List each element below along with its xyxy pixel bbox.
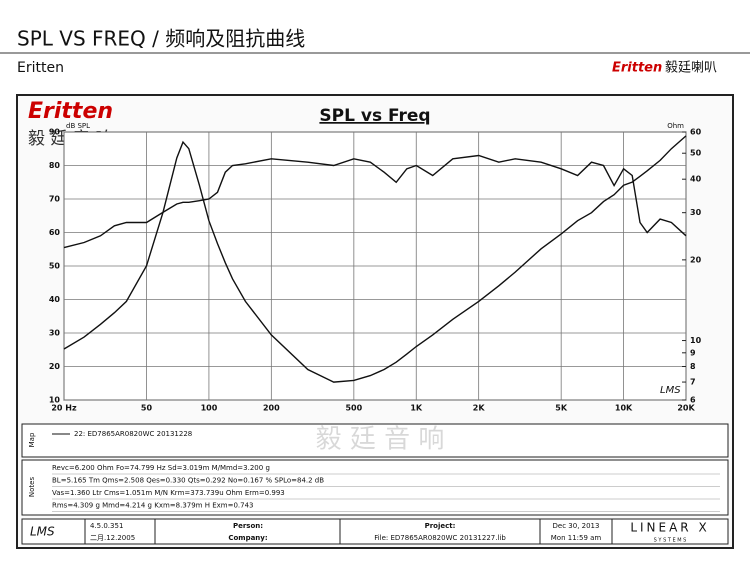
y-tick-label: 10 xyxy=(49,396,61,405)
y-tick-label: 50 xyxy=(49,262,61,271)
y2-tick-label: 30 xyxy=(690,208,702,217)
notes-label: Notes xyxy=(28,477,36,498)
note-line: BL=5.165 Tm Qms=2.508 Qes=0.330 Qts=0.29… xyxy=(52,477,324,485)
y-tick-label: 20 xyxy=(49,362,61,371)
legend-entry: 22: ED7865AR0820WC 20131228 xyxy=(74,430,192,438)
y2-axis-label: Ohm xyxy=(667,122,684,130)
y2-tick-label: 7 xyxy=(690,378,696,387)
y-tick-label: 90 xyxy=(49,128,61,137)
note-line: Revc=6.200 Ohm Fo=74.799 Hz Sd=3.019m M/… xyxy=(52,464,270,472)
y2-tick-label: 9 xyxy=(690,348,696,357)
footer-time: Mon 11:59 am xyxy=(551,534,602,542)
y-tick-label: 40 xyxy=(49,295,61,304)
x-tick-label: 2K xyxy=(473,404,486,413)
footer-date2: Dec 30, 2013 xyxy=(553,522,600,530)
y-tick-label: 60 xyxy=(49,228,61,237)
x-tick-label: 10K xyxy=(615,404,633,413)
footer-panel xyxy=(21,518,729,545)
page-title: SPL VS FREQ / 频响及阻抗曲线 xyxy=(17,27,305,51)
notes-panel xyxy=(21,459,729,516)
y2-tick-label: 20 xyxy=(690,255,702,264)
footer-project: Project: xyxy=(425,522,456,530)
y-axis-label: dB SPL xyxy=(66,122,90,130)
footer-date: 二月.12.2005 xyxy=(90,534,135,542)
footer-person: Person: xyxy=(233,522,263,530)
y2-tick-label: 6 xyxy=(690,396,696,405)
y2-tick-label: 8 xyxy=(690,362,696,371)
chart-title: SPL vs Freq xyxy=(319,106,430,126)
x-tick-label: 200 xyxy=(263,404,280,413)
note-line: Rms=4.309 g Mmd=4.214 g Kxm=8.379m H Exm… xyxy=(52,502,254,510)
brand: Eritten xyxy=(17,60,64,76)
logo-text: Eritten xyxy=(612,61,662,76)
x-tick-label: 20 Hz xyxy=(51,404,77,413)
logo-cn: 毅廷喇叭 xyxy=(665,60,717,76)
x-tick-label: 100 xyxy=(201,404,218,413)
chart-logo: Eritten xyxy=(28,99,113,124)
series-line xyxy=(63,154,687,249)
x-tick-label: 50 xyxy=(141,404,153,413)
notes: Revc=6.200 Ohm Fo=74.799 Hz Sd=3.019m M/… xyxy=(52,464,720,512)
plot-stamp: LMS xyxy=(660,385,681,396)
footer-vendor: LINEAR X xyxy=(630,521,709,535)
y-tick-label: 30 xyxy=(49,329,61,338)
footer-version: 4.5.0.351 xyxy=(90,522,123,530)
plot xyxy=(63,131,687,401)
footer-file: File: ED7865AR0820WC 20131227.lib xyxy=(374,534,506,542)
y2-tick-label: 50 xyxy=(690,149,702,158)
y2-tick-label: 40 xyxy=(690,175,702,184)
footer-software: LMS xyxy=(30,525,55,539)
map-panel xyxy=(21,423,729,458)
y-tick-label: 70 xyxy=(49,195,61,204)
note-line: Vas=1.360 Ltr Cms=1.051m M/N Krm=373.739… xyxy=(52,489,285,497)
y2-tick-label: 60 xyxy=(690,128,702,137)
footer-company: Company: xyxy=(228,534,268,542)
map-label: Map xyxy=(28,432,36,447)
y2-tick-label: 10 xyxy=(690,336,702,345)
x-tick-label: 20K xyxy=(677,404,695,413)
y-tick-label: 80 xyxy=(49,161,61,170)
series-line xyxy=(63,135,687,383)
watermark: 毅 廷 音 响 xyxy=(316,425,445,455)
x-tick-label: 5K xyxy=(555,404,568,413)
x-tick-label: 500 xyxy=(345,404,362,413)
footer-vendor-sub: S Y S T E M S xyxy=(654,538,687,544)
x-tick-label: 1K xyxy=(410,404,423,413)
